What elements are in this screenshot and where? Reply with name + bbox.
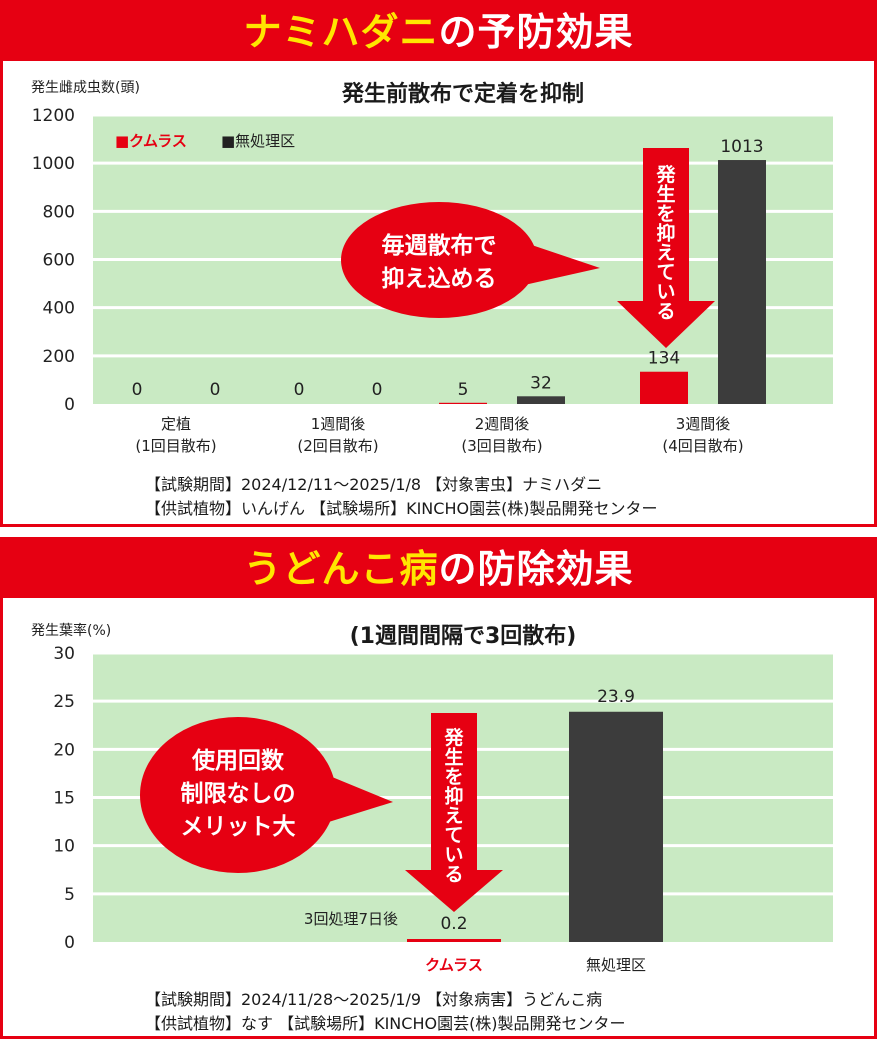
- mite-category-label: 1週間後: [311, 415, 366, 433]
- mite-ytick-label: 600: [43, 251, 75, 271]
- mite-ytick-label: 200: [43, 347, 75, 367]
- mildew-arrow-text-char: い: [444, 844, 463, 866]
- mite-bar-untreated: [517, 396, 565, 404]
- mite-value-label-untreated: 0: [210, 380, 221, 400]
- mildew-chart-footer-line-2: 【供試植物】なす 【試験場所】KINCHO園芸(株)製品開発センター: [145, 1014, 626, 1033]
- mite-chart-title-rest: の予防効果: [438, 10, 634, 54]
- mildew-chart-banner: うどんこ病の防除効果: [3, 540, 874, 598]
- mildew-arrow-text-char: え: [444, 805, 463, 827]
- mildew-note: 3回処理7日後: [304, 910, 398, 928]
- mite-arrow-text-char: を: [656, 203, 675, 225]
- mildew-value-label-kumurasu: 0.2: [440, 914, 467, 934]
- mite-arrow-text-char: 生: [656, 183, 675, 206]
- mildew-chart-ylabel: 発生葉率(%): [31, 623, 112, 639]
- mite-arrow-text-char: い: [656, 281, 675, 303]
- mite-chart-subtitle: 発生前散布で定着を抑制: [341, 82, 584, 107]
- mildew-arrow-text-char: る: [444, 864, 463, 886]
- mite-category-label: 3週間後: [676, 415, 731, 433]
- mildew-ytick-label: 15: [53, 789, 75, 809]
- mildew-chart-plot: 0 5 10 15 20 25 30 0.2 クムラス 23.9 無処理区 3回処理7日後 使用回数制限…: [53, 644, 833, 974]
- mite-ytick-label: 1000: [32, 154, 75, 174]
- mite-value-label-kumurasu: 134: [648, 349, 680, 369]
- mildew-arrow-text-char: 発: [443, 726, 464, 749]
- mite-chart-panel: ナミハダニの予防効果 発生雌成虫数(頭) 発生前散布で定着を抑制 0 200 400…: [0, 0, 877, 527]
- mite-bar-untreated: [718, 160, 766, 404]
- mite-bar-kumurasu: [439, 402, 487, 404]
- mite-value-label-kumurasu: 0: [132, 380, 143, 400]
- mildew-category-kumurasu: クムラス: [425, 956, 483, 974]
- mildew-ytick-label: 30: [53, 644, 75, 664]
- mildew-ytick-label: 20: [53, 740, 75, 760]
- mite-down-arrow: [617, 148, 715, 348]
- mite-arrow-text-char: 抑: [656, 223, 675, 245]
- mite-bar-kumurasu: [640, 371, 688, 404]
- mildew-value-label-untreated: 23.9: [597, 687, 635, 707]
- mite-bubble-line-1: 毎週散布で: [382, 232, 497, 259]
- mildew-speech-bubble: [140, 717, 336, 873]
- mite-value-label-untreated: 1013: [720, 137, 763, 157]
- mite-value-label-untreated: 32: [530, 373, 552, 393]
- mildew-arrow-text-char: 生: [444, 746, 463, 769]
- mite-value-label-untreated: 0: [372, 380, 383, 400]
- mite-category-sublabel: (4回目散布): [662, 437, 743, 455]
- mildew-chart-subtitle: (1週間間隔で3回散布): [349, 624, 577, 649]
- mite-category-sublabel: (3回目散布): [461, 437, 542, 455]
- mite-ytick-label: 800: [43, 202, 75, 222]
- mite-category-label: 定植: [161, 415, 191, 433]
- mildew-chart-title-rest: の防除効果: [438, 547, 634, 591]
- mite-category-sublabel: (2回目散布): [297, 437, 378, 455]
- mildew-bar-untreated: [569, 711, 663, 942]
- mildew-ytick-label: 25: [53, 692, 75, 712]
- mildew-arrow-text-char: 抑: [444, 786, 463, 808]
- mite-arrow-text-char: る: [656, 301, 675, 323]
- mildew-bar-kumurasu: [407, 939, 501, 942]
- mite-ytick-label: 1200: [32, 106, 75, 126]
- mite-ytick-label: 0: [64, 395, 75, 415]
- mite-ytick-label: 400: [43, 299, 75, 319]
- mite-value-label-kumurasu: 0: [294, 380, 305, 400]
- mildew-bubble-line-3: メリット大: [181, 814, 296, 840]
- mildew-chart-panel: うどんこ病の防除効果 発生葉率(%) (1週間間隔で3回散布) 0 5 10 15 20…: [0, 537, 877, 1039]
- mildew-chart-title-highlight: うどんこ病: [243, 547, 439, 591]
- mite-arrow-text-char: て: [656, 262, 675, 284]
- mildew-arrow-text-char: て: [444, 825, 463, 847]
- mite-legend-untreated: ■無処理区: [221, 132, 295, 150]
- mite-chart-title-highlight: ナミハダニ: [243, 10, 439, 54]
- mildew-bubble-line-1: 使用回数: [191, 748, 285, 774]
- mildew-chart-title: うどんこ病の防除効果: [243, 550, 633, 588]
- mildew-arrow-text-char: を: [444, 766, 463, 788]
- mite-chart-banner: ナミハダニの予防効果: [3, 3, 874, 61]
- mildew-ytick-label: 5: [64, 885, 75, 905]
- mite-arrow-text-char: 発: [655, 163, 676, 186]
- mite-chart-ylabel: 発生雌成虫数(頭): [31, 80, 140, 96]
- mite-category-sublabel: (1回目散布): [135, 437, 216, 455]
- mite-bubble-line-2: 抑え込める: [382, 266, 497, 292]
- mite-chart-footer-line-2: 【供試植物】いんげん 【試験場所】KINCHO園芸(株)製品開発センター: [145, 499, 658, 518]
- mite-chart-plot: 0 200 400 600 800 1000 1200 ■クムラス ■無処理区 0 0 定植 (1回目散…: [32, 106, 833, 455]
- mildew-down-arrow: [405, 713, 503, 912]
- mite-chart-footer-line-1: 【試験期間】2024/12/11～2025/1/8 【対象害虫】ナミハダニ: [145, 475, 603, 494]
- mite-value-label-kumurasu: 5: [458, 380, 469, 400]
- mite-legend-kumurasu: ■クムラス: [115, 132, 187, 150]
- mildew-ytick-label: 10: [53, 837, 75, 857]
- mite-speech-bubble: [341, 202, 537, 318]
- mildew-category-untreated: 無処理区: [586, 956, 646, 974]
- mite-chart-title: ナミハダニの予防効果: [243, 13, 633, 51]
- mildew-ytick-label: 0: [64, 933, 75, 953]
- mildew-bubble-line-2: 制限なしの: [181, 781, 296, 807]
- mite-arrow-text-char: え: [656, 242, 675, 264]
- mildew-chart-footer-line-1: 【試験期間】2024/11/28～2025/1/9 【対象病害】うどんこ病: [145, 990, 603, 1009]
- mite-category-label: 2週間後: [475, 415, 530, 433]
